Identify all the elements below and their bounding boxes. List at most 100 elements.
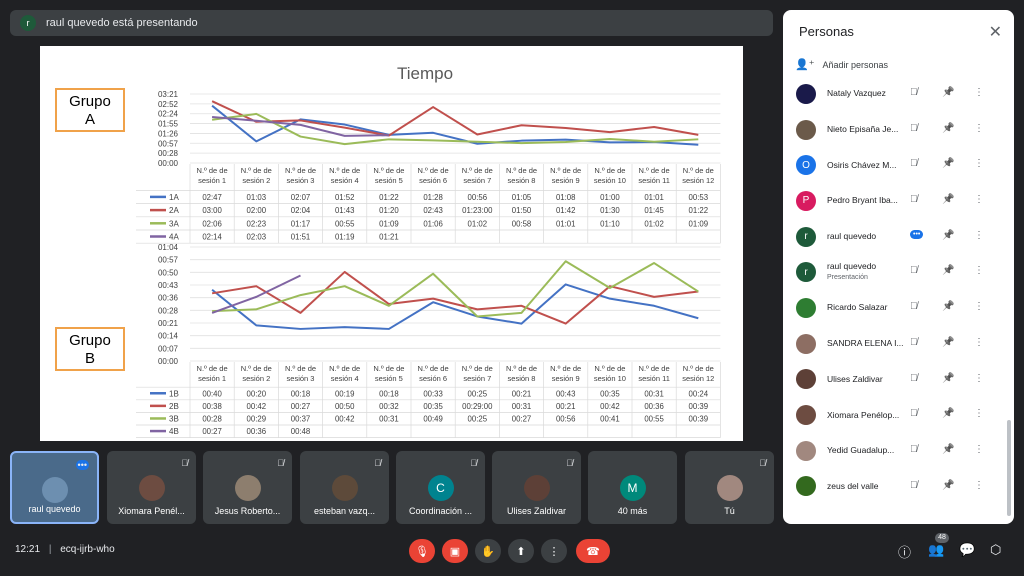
presenter-avatar: r xyxy=(20,15,36,31)
close-icon[interactable]: ✕ xyxy=(988,24,1002,41)
camera-off-button[interactable]: ▣ xyxy=(442,539,468,563)
mic-off-icon[interactable]: 🎙̸ xyxy=(910,336,918,348)
mic-off-icon[interactable]: 🎙̸ xyxy=(910,194,918,206)
participant-row[interactable]: Xiomara Penélop... 🎙̸ 📌 ⋮ xyxy=(783,397,1008,433)
data-label: 02:00 xyxy=(247,206,267,215)
mic-off-icon[interactable]: 🎙̸ xyxy=(910,265,918,277)
pin-icon[interactable]: 📌 xyxy=(942,87,955,98)
participant-tile[interactable]: raul quevedo ••• xyxy=(10,451,99,524)
category-label-line1: N.º de de xyxy=(329,364,360,373)
data-label: 01:03 xyxy=(247,193,267,202)
people-icon[interactable]: 👥 xyxy=(928,542,945,557)
participant-row[interactable]: Ricardo Salazar 🎙̸ 📌 ⋮ xyxy=(783,290,1008,326)
data-label: 00:41 xyxy=(600,414,620,423)
mic-off-icon[interactable]: 🎙̸ xyxy=(910,87,918,98)
data-label: 00:31 xyxy=(512,402,532,411)
mic-off-icon[interactable]: 🎙̸ xyxy=(910,301,918,313)
participant-row[interactable]: zeus del valle 🎙̸ 📌 ⋮ xyxy=(783,469,1008,505)
participant-row[interactable]: r raul quevedo ••• 📌 ⋮ xyxy=(783,219,1008,255)
data-label: 00:24 xyxy=(689,389,709,398)
raise-hand-button[interactable]: ✋ xyxy=(475,539,501,563)
data-label: 02:03 xyxy=(247,233,267,242)
pin-icon[interactable]: 📌 xyxy=(942,265,955,277)
participant-row[interactable]: Nataly Vazquez 🎙̸ 📌 ⋮ xyxy=(783,76,1008,112)
pin-icon[interactable]: 📌 xyxy=(942,336,955,348)
participant-row[interactable]: Ulises Zaldivar 🎙̸ 📌 ⋮ xyxy=(783,362,1008,398)
participant-tile[interactable]: Xiomara Penél... 🎙̸ xyxy=(107,451,196,524)
more-vert-icon[interactable]: ⋮ xyxy=(974,408,984,420)
mic-off-icon[interactable]: 🎙̸ xyxy=(910,372,918,384)
participant-row[interactable]: Yedid Guadalup... 🎙̸ 📌 ⋮ xyxy=(783,433,1008,469)
add-people-button[interactable]: 👤⁺ Añadir personas xyxy=(795,58,888,71)
mic-off-button[interactable]: 🎙 xyxy=(409,539,435,563)
participant-tile[interactable]: esteban vazq... 🎙̸ xyxy=(300,451,389,524)
participant-row[interactable]: O Osiris Chávez M... 🎙̸ 📌 ⋮ xyxy=(783,147,1008,183)
y-tick-label: 00:50 xyxy=(158,268,179,277)
participant-row[interactable]: P Pedro Bryant Iba... 🎙̸ 📌 ⋮ xyxy=(783,183,1008,219)
data-label: 00:56 xyxy=(468,193,488,202)
grupo-b-word: Grupo xyxy=(69,332,111,349)
pin-icon[interactable]: 📌 xyxy=(942,122,955,134)
more-vert-icon[interactable]: ⋮ xyxy=(974,336,984,348)
pin-icon[interactable]: 📌 xyxy=(942,194,955,206)
participant-tile[interactable]: Jesus Roberto... 🎙̸ xyxy=(203,451,292,524)
more-vert-icon[interactable]: ⋮ xyxy=(974,158,984,170)
more-vert-icon[interactable]: ⋮ xyxy=(974,372,984,384)
pin-icon[interactable]: 📌 xyxy=(942,408,955,420)
mic-off-icon[interactable]: 🎙̸ xyxy=(910,122,918,134)
more-vert-icon[interactable]: ⋮ xyxy=(974,122,984,134)
category-label-line1: N.º de de xyxy=(506,364,537,373)
participant-subtitle: Presentación xyxy=(827,274,868,282)
chat-icon[interactable]: 💬 xyxy=(959,542,976,557)
participant-name-text: Xiomara Penélop... xyxy=(827,409,900,420)
participant-tile[interactable]: C Coordinación ... 🎙̸ xyxy=(396,451,485,524)
more-vert-icon[interactable]: ⋮ xyxy=(974,87,984,98)
pin-icon[interactable]: 📌 xyxy=(942,158,955,170)
data-label: 00:42 xyxy=(335,414,355,423)
more-vert-icon[interactable]: ⋮ xyxy=(974,229,984,241)
panel-scrollbar[interactable] xyxy=(1007,420,1011,516)
more-options-button[interactable]: ⋮ xyxy=(541,539,567,563)
more-vert-icon[interactable]: ⋮ xyxy=(974,301,984,313)
mic-off-icon[interactable]: 🎙̸ xyxy=(910,408,918,420)
speaking-indicator-icon[interactable]: ••• xyxy=(910,229,924,239)
mic-off-icon[interactable]: 🎙̸ xyxy=(910,443,918,455)
category-label-line2: sesión 5 xyxy=(375,176,403,185)
mic-off-icon[interactable]: 🎙̸ xyxy=(910,158,918,170)
data-label: 00:21 xyxy=(512,389,532,398)
activities-icon[interactable]: ⬡ xyxy=(990,542,1002,557)
data-label: 00:39 xyxy=(689,402,709,411)
data-label: 01:05 xyxy=(512,193,532,202)
info-icon[interactable]: ⓘ xyxy=(898,545,912,560)
pin-icon[interactable]: 📌 xyxy=(942,372,955,384)
time-charts: Tiempo03:2102:5202:2401:5501:2600:5700:2… xyxy=(136,64,721,438)
participant-tile[interactable]: Ulises Zaldivar 🎙̸ xyxy=(492,451,581,524)
participant-tile[interactable]: Tú 🎙̸ xyxy=(685,451,774,524)
category-label-line2: sesión 8 xyxy=(508,176,536,185)
mic-off-icon[interactable]: 🎙̸ xyxy=(910,479,918,491)
more-vert-icon[interactable]: ⋮ xyxy=(974,265,984,277)
more-vert-icon[interactable]: ⋮ xyxy=(974,443,984,455)
participant-tile[interactable]: M 40 más xyxy=(588,451,677,524)
participant-name-text: raul quevedo xyxy=(827,231,877,242)
meeting-info: 12:21 | ecq-ijrb-who xyxy=(15,544,115,555)
participant-row[interactable]: Nieto Episaña Je... 🎙̸ 📌 ⋮ xyxy=(783,112,1008,148)
grupo-a-label: Grupo A xyxy=(55,88,125,132)
pin-icon[interactable]: 📌 xyxy=(942,301,955,313)
category-label-line1: N.º de de xyxy=(285,166,316,175)
leave-call-button[interactable]: ☎ xyxy=(576,539,610,563)
data-label: 00:31 xyxy=(644,389,664,398)
legend-label-1B: 1B xyxy=(169,389,179,398)
pin-icon[interactable]: 📌 xyxy=(942,229,955,241)
more-vert-icon[interactable]: ⋮ xyxy=(974,194,984,206)
pin-icon[interactable]: 📌 xyxy=(942,443,955,455)
pin-icon[interactable]: 📌 xyxy=(942,479,955,491)
data-label: 00:27 xyxy=(291,402,311,411)
more-vert-icon[interactable]: ⋮ xyxy=(974,479,984,491)
participant-row[interactable]: r raul quevedo Presentación 🎙̸ 📌 ⋮ xyxy=(783,254,1008,290)
present-button[interactable]: ⬆ xyxy=(508,539,534,563)
category-label-line1: N.º de de xyxy=(550,364,581,373)
participant-row[interactable]: SANDRA ELENA I... 🎙̸ 📌 ⋮ xyxy=(783,326,1008,362)
participant-name-text: Nieto Episaña Je... xyxy=(827,124,899,135)
participant-name: Ulises Zaldivar xyxy=(827,374,905,385)
